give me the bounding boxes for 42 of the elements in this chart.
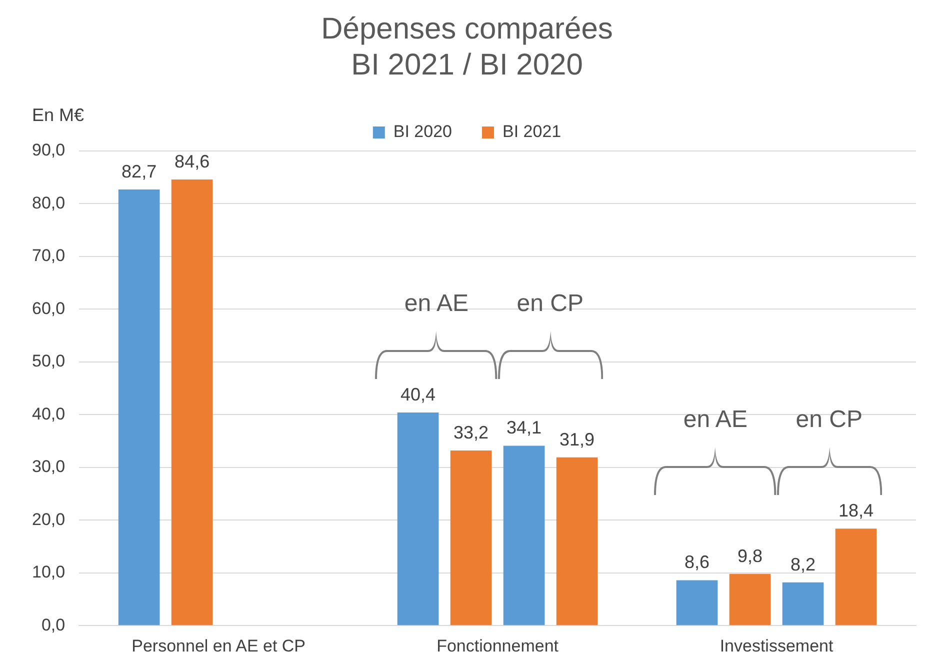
y-axis-title: En M€ — [32, 105, 84, 126]
x-tick-label: Personnel en AE et CP — [132, 636, 306, 656]
legend-label: BI 2020 — [393, 122, 452, 142]
y-tick-label: 60,0 — [32, 298, 66, 318]
text: Dépenses comparées — [321, 12, 613, 46]
bar — [729, 574, 771, 626]
data-label: 34,1 — [506, 418, 542, 438]
annotation: en AE — [404, 290, 468, 318]
data-label: 84,6 — [174, 151, 210, 172]
data-label: 8,2 — [790, 554, 816, 574]
data-label: 9,8 — [737, 546, 763, 566]
y-tick-label: 0,0 — [41, 615, 66, 634]
y-tick-label: 20,0 — [32, 510, 66, 529]
y-tick-label: 30,0 — [32, 457, 66, 476]
y-tick-label: 70,0 — [32, 246, 66, 266]
annotation: en AE — [683, 406, 748, 434]
bar — [503, 446, 545, 626]
data-label: 33,2 — [454, 422, 489, 442]
data-label: 31,9 — [560, 429, 595, 450]
bar — [118, 189, 160, 626]
annotation: en CP — [516, 290, 584, 318]
bar — [676, 580, 718, 626]
bar — [835, 528, 877, 626]
legend-label: BI 2021 — [502, 122, 562, 142]
y-tick-label: 50,0 — [32, 352, 66, 371]
y-tick-label: 10,0 — [32, 562, 66, 582]
annotation: en CP — [796, 406, 862, 434]
bar — [450, 450, 492, 626]
bar — [397, 412, 439, 626]
data-label: 82,7 — [122, 161, 157, 182]
y-tick-label: 90,0 — [32, 140, 66, 160]
text: BI 2021 / BI 2020 — [351, 48, 583, 82]
bar — [782, 582, 824, 626]
data-label: 8,6 — [684, 552, 710, 572]
x-tick-label: Fonctionnement — [436, 636, 559, 656]
x-tick-label: Investissement — [720, 636, 834, 656]
y-tick-label: 40,0 — [32, 404, 66, 424]
data-label: 40,4 — [400, 384, 436, 405]
y-tick-label: 80,0 — [32, 193, 66, 212]
data-label: 18,4 — [838, 500, 874, 521]
bar — [556, 457, 598, 626]
bar — [171, 179, 213, 626]
